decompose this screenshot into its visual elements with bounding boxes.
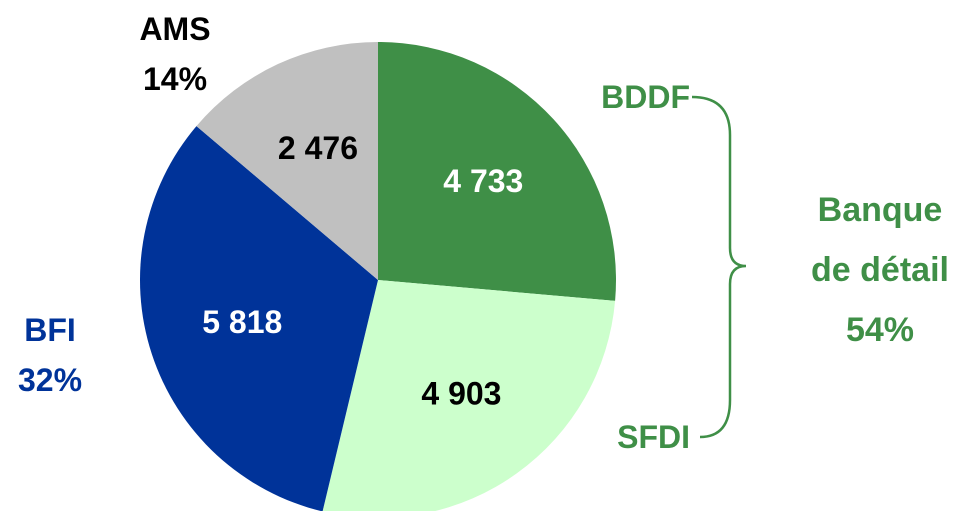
- category-label: AMS 14%: [115, 4, 235, 104]
- group-label: Banque de détail 54%: [800, 180, 960, 360]
- category-name: BFI: [24, 312, 76, 348]
- pie-slice: [378, 42, 616, 301]
- share-label: 14%: [142, 61, 208, 97]
- category-label: BFI 32%: [0, 305, 100, 405]
- share-label: 32%: [17, 362, 83, 398]
- pie-slice: [140, 126, 378, 511]
- category-label: BDDF: [570, 72, 690, 122]
- group-brace: [691, 95, 747, 439]
- category-name: BDDF: [601, 79, 690, 115]
- category-name: SFDI: [617, 419, 690, 455]
- group-share: 54%: [845, 311, 915, 349]
- value-label: 5 818: [202, 304, 282, 340]
- category-label: SFDI: [570, 412, 690, 462]
- value-label: 4 903: [421, 375, 501, 411]
- value-label: 4 733: [443, 163, 523, 199]
- pie-slice: [196, 41, 378, 280]
- category-name: AMS: [139, 11, 211, 47]
- group-name: Banque de détail: [811, 191, 949, 289]
- pie-slice: [322, 280, 616, 511]
- value-label: 2 476: [278, 130, 358, 166]
